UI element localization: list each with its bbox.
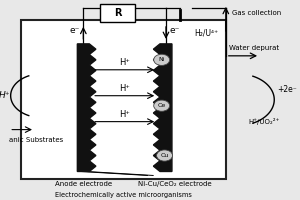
- Text: H⁺: H⁺: [119, 110, 130, 119]
- Text: Ni: Ni: [158, 57, 165, 62]
- Text: H⁺/UO₂²⁺: H⁺/UO₂²⁺: [249, 118, 280, 125]
- Text: Cu: Cu: [160, 153, 169, 158]
- Text: H⁺: H⁺: [119, 84, 130, 93]
- Text: e⁻: e⁻: [70, 26, 80, 35]
- Text: Anode electrode: Anode electrode: [55, 181, 112, 187]
- Circle shape: [154, 100, 170, 111]
- Text: Gas collection: Gas collection: [232, 10, 281, 16]
- Text: +2e⁻: +2e⁻: [277, 85, 297, 94]
- Text: Water depurat: Water depurat: [229, 45, 279, 51]
- FancyBboxPatch shape: [21, 20, 226, 179]
- Text: Ni-Cu/CeO₂ electrode: Ni-Cu/CeO₂ electrode: [138, 181, 211, 187]
- Text: H⁺: H⁺: [119, 58, 130, 67]
- Polygon shape: [153, 44, 172, 171]
- Text: Ce: Ce: [158, 103, 166, 108]
- Polygon shape: [77, 44, 96, 171]
- FancyBboxPatch shape: [100, 4, 135, 22]
- Text: anic Substrates: anic Substrates: [9, 137, 64, 143]
- Circle shape: [154, 54, 170, 65]
- Text: H₂/U⁴⁺: H₂/U⁴⁺: [194, 29, 218, 38]
- Text: R: R: [114, 8, 121, 18]
- Circle shape: [157, 150, 172, 161]
- Text: Electrochemically active microorganisms: Electrochemically active microorganisms: [55, 192, 192, 198]
- Text: e⁻: e⁻: [169, 26, 180, 35]
- Text: H⁺: H⁺: [0, 91, 11, 100]
